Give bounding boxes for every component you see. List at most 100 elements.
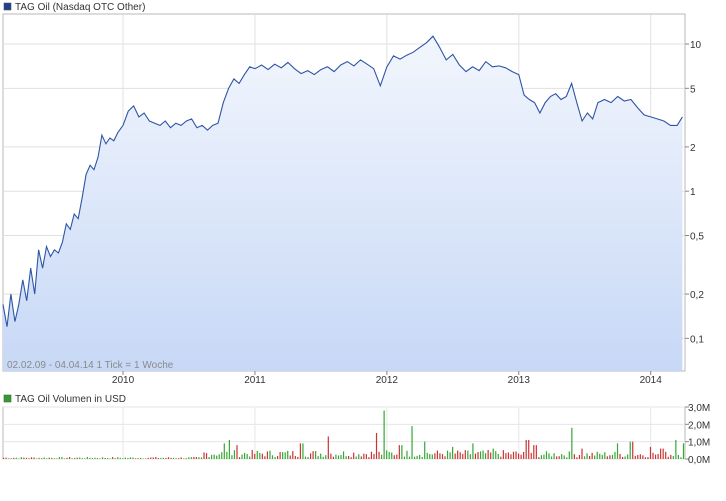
volume-bar [233, 450, 236, 459]
volume-bar [325, 455, 327, 459]
volume-bar [512, 451, 515, 459]
volume-bar [259, 452, 261, 459]
volume-bar [639, 454, 641, 459]
volume-bar [183, 458, 185, 459]
volume-bar [302, 443, 304, 459]
volume-bar [530, 452, 532, 459]
volume-bar [320, 453, 322, 459]
volume-bar [515, 451, 517, 459]
volume-bar [660, 448, 662, 459]
volume-bar [231, 455, 233, 459]
volume-bar [101, 457, 104, 459]
volume-bar [556, 456, 558, 459]
volume-bar [667, 456, 669, 459]
volume-bar [406, 450, 408, 459]
volume-bar [243, 452, 246, 459]
volume-bar [15, 457, 17, 459]
volume-bar [282, 452, 284, 459]
volume-bar [205, 453, 208, 459]
volume-bar [591, 452, 593, 459]
volume-bar [413, 456, 416, 459]
volume-bar [424, 441, 426, 459]
volume-bar [63, 458, 66, 459]
volume-bar [568, 451, 570, 459]
price-area [3, 36, 683, 371]
volume-bar [254, 453, 256, 459]
volume-bar [446, 450, 449, 459]
volume-bar [198, 457, 200, 459]
volume-bar [497, 453, 499, 459]
x-tick-label: 2012 [376, 375, 399, 386]
y-tick-label: 2 [690, 143, 696, 154]
volume-bar [535, 445, 537, 459]
volume-panel-frame [2, 406, 686, 460]
vol-y-tick-label: 3,0M [688, 403, 710, 414]
volume-bar [419, 454, 421, 459]
volume-bar [386, 450, 388, 459]
volume-bar [18, 458, 20, 459]
volume-bar [561, 454, 563, 459]
volume-bar [284, 452, 286, 459]
volume-bar [652, 452, 654, 459]
volume-bar [596, 451, 598, 459]
volume-bar [365, 454, 367, 459]
volume-bar [375, 433, 378, 459]
volume-bar [137, 458, 139, 459]
volume-bar [434, 453, 436, 459]
volume-bar [675, 439, 677, 459]
volume-bar [134, 458, 137, 459]
volume-bar [66, 457, 68, 459]
volume-bar [571, 427, 573, 459]
volume-bar [426, 452, 428, 459]
volume-bar [672, 456, 674, 459]
volume-bar [127, 457, 129, 459]
x-tick-label: 2014 [640, 375, 663, 386]
volume-bar [657, 453, 659, 459]
volume-bar [606, 456, 608, 459]
volume-bar [490, 452, 492, 459]
volume-bar [84, 458, 86, 459]
volume-bar [507, 452, 510, 459]
volume-bar [157, 458, 159, 459]
price-x-axis: 2010 2011 2012 2013 2014 [112, 371, 662, 386]
volume-bar [505, 453, 507, 459]
volume-bar [601, 454, 603, 459]
volume-bar [396, 454, 398, 459]
volume-bar [604, 452, 606, 459]
y-tick-label: 10 [690, 40, 702, 51]
price-y-axis: 0,1 0,2 0,5 1 2 5 10 [685, 40, 704, 345]
volume-bar [459, 452, 461, 459]
volume-bar [619, 453, 621, 459]
volume-bar [586, 453, 588, 459]
volume-bar [274, 457, 276, 459]
volume-bar [350, 457, 352, 459]
volume-bar [429, 453, 431, 459]
volume-bar [662, 448, 664, 459]
volume-bar [114, 458, 116, 459]
volume-bar [454, 453, 456, 459]
volume-bar [271, 455, 274, 459]
volume-bar [408, 456, 411, 459]
volume-bar [142, 458, 144, 459]
volume-bar [99, 458, 101, 459]
volume-bar [477, 452, 479, 459]
volume-bar [670, 454, 672, 459]
volume-bar [474, 453, 477, 459]
volume-bar [145, 458, 147, 460]
volume-bar [558, 456, 560, 459]
volume-bar [637, 454, 639, 459]
volume-bar [251, 449, 253, 459]
volume-bar [327, 436, 329, 459]
volume-bar [94, 457, 96, 459]
volume-bar [304, 456, 307, 459]
volume-bar [452, 446, 454, 459]
volume-bar [421, 456, 423, 459]
volume-bar [520, 454, 522, 459]
volume-bar [3, 457, 5, 459]
volume-bar [89, 457, 91, 459]
volume-bar [48, 457, 50, 459]
volume-bar [211, 454, 213, 459]
volume-bar [20, 457, 22, 459]
volume-bar [614, 451, 616, 459]
volume-bar [644, 457, 647, 459]
